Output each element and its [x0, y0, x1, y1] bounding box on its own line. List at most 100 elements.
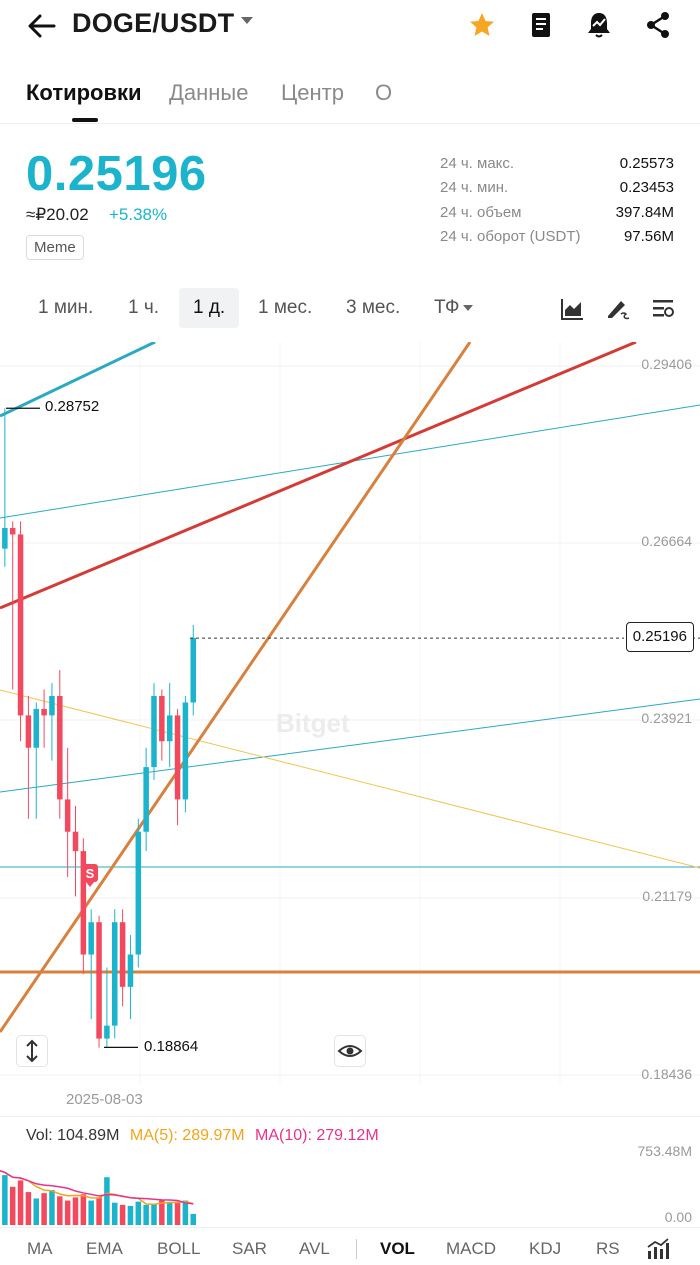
volume-bar [166, 1202, 173, 1225]
sell-signal-pointer [86, 882, 94, 887]
share-icon[interactable] [643, 10, 673, 40]
vertical-scale-button[interactable] [16, 1035, 48, 1067]
section-tabs: Котировки Данные Центр О [0, 70, 700, 124]
last-price-marker: 0.25196 [625, 622, 694, 652]
timeframe-1d[interactable]: 1 д. [179, 288, 240, 328]
volume-bar [57, 1196, 63, 1225]
volume-bar [190, 1213, 196, 1225]
candle-body [64, 799, 71, 832]
candle-body [72, 831, 79, 852]
volume-bar [182, 1200, 189, 1225]
volume-bar [49, 1189, 55, 1225]
volume-bar [174, 1201, 181, 1225]
timeframe-more-label: ТФ [434, 297, 460, 318]
indicator-avl[interactable]: AVL [299, 1239, 330, 1258]
last-price: 0.25196 [26, 147, 207, 201]
candlestick-chart[interactable]: S [0, 342, 700, 1084]
timeframe-more[interactable]: ТФ [420, 288, 487, 328]
indicator-ma[interactable]: MA [27, 1239, 53, 1258]
volume-bar [64, 1200, 71, 1225]
candle-body [25, 715, 32, 748]
stat-volume-label: 24 ч. объем [440, 204, 522, 221]
candle-body [166, 715, 173, 742]
timeframe-3mon[interactable]: 3 мес. [346, 297, 401, 318]
candle-body [88, 922, 94, 955]
y-axis-label: 0.26664 [641, 533, 692, 549]
sell-signal-marker [82, 864, 98, 882]
tab-about[interactable]: О [375, 80, 393, 105]
volume-value: Vol: 104.89M [26, 1127, 120, 1144]
candle-body [143, 767, 149, 832]
tab-data[interactable]: Данные [169, 80, 249, 105]
volume-bar [2, 1175, 8, 1225]
indicator-boll[interactable]: BOLL [157, 1239, 201, 1258]
volume-bar [33, 1198, 39, 1225]
indicator-macd[interactable]: MACD [446, 1239, 497, 1258]
candle-body [119, 922, 126, 987]
candle-body [104, 1025, 110, 1039]
tab-center[interactable]: Центр [281, 80, 344, 105]
candle-body [182, 702, 189, 800]
timeframe-1mon[interactable]: 1 мес. [258, 297, 313, 318]
price-alert-icon[interactable] [584, 10, 614, 40]
back-arrow-icon[interactable] [24, 10, 60, 42]
volume-bar [127, 1205, 134, 1225]
candle-body [135, 831, 142, 955]
top-bar: DOGE/USDT [0, 0, 700, 52]
ma10-line [0, 1170, 194, 1205]
candle-body [49, 696, 55, 716]
notebook-icon[interactable] [526, 10, 556, 40]
trend-line [0, 698, 700, 793]
indicator-settings-icon[interactable] [650, 296, 676, 322]
trend-line [0, 689, 700, 869]
timeframe-bar: 1 мин. 1 ч. 1 д. 1 мес. 3 мес. ТФ [0, 288, 700, 330]
stat-low-label: 24 ч. мин. [440, 179, 509, 196]
stat-high-value: 0.25573 [619, 155, 674, 172]
divider [356, 1239, 357, 1259]
indicator-rs[interactable]: RS [596, 1239, 620, 1258]
volume-panel[interactable]: Vol: 104.89M MA(5): 289.97M MA(10): 279.… [0, 1116, 700, 1226]
volume-bar [119, 1204, 126, 1225]
volume-ma5: MA(5): 289.97M [129, 1127, 245, 1144]
drawing-tool-icon[interactable] [604, 296, 630, 322]
fiat-price: ≈₽20.02 [26, 205, 89, 224]
y-axis-label: 0.21179 [642, 888, 692, 904]
trend-line [0, 342, 156, 418]
active-tab-indicator [72, 118, 98, 122]
watermark-logo: Bitget [276, 708, 350, 738]
pair-title[interactable]: DOGE/USDT [72, 8, 235, 38]
expand-vertical-icon [26, 1039, 38, 1063]
eye-icon [337, 1045, 363, 1057]
candle-body [127, 954, 134, 987]
volume-bar [17, 1180, 24, 1225]
timeframe-1min[interactable]: 1 мин. [38, 297, 94, 318]
y-axis-label: 0.23921 [641, 710, 692, 726]
candle-body [9, 527, 16, 535]
volume-bar [135, 1201, 142, 1225]
chart-type-icon[interactable] [559, 296, 585, 322]
volume-ma10: MA(10): 279.12M [255, 1127, 379, 1144]
volume-bar [104, 1177, 110, 1225]
sell-signal-label: S [86, 866, 95, 881]
indicator-kdj[interactable]: KDJ [529, 1239, 562, 1258]
candle-body [151, 696, 157, 768]
candle-body [190, 637, 196, 703]
candle-body [2, 527, 8, 549]
indicator-sar[interactable]: SAR [232, 1239, 267, 1258]
chevron-down-icon[interactable] [241, 17, 253, 24]
volume-legend: Vol: 104.89M MA(5): 289.97M MA(10): 279.… [26, 1127, 379, 1145]
indicator-vol[interactable]: VOL [380, 1239, 415, 1258]
category-tag[interactable]: Meme [26, 235, 84, 260]
tab-quotes[interactable]: Котировки [26, 80, 142, 105]
timeframe-1h[interactable]: 1 ч. [128, 297, 160, 318]
star-icon[interactable] [467, 10, 497, 40]
price-chart[interactable]: S Bitget 0.29406 0.26664 0.23921 0.21179… [0, 342, 700, 1108]
volume-axis-max: 753.48M [637, 1143, 692, 1159]
stat-turnover-value: 97.56M [623, 228, 674, 245]
y-axis-label: 0.18436 [641, 1066, 692, 1082]
indicator-chart-icon[interactable] [646, 1237, 670, 1261]
indicator-ema[interactable]: EMA [86, 1239, 123, 1258]
candle-body [159, 696, 165, 742]
visibility-toggle-button[interactable] [334, 1035, 366, 1067]
volume-bar [88, 1200, 94, 1225]
